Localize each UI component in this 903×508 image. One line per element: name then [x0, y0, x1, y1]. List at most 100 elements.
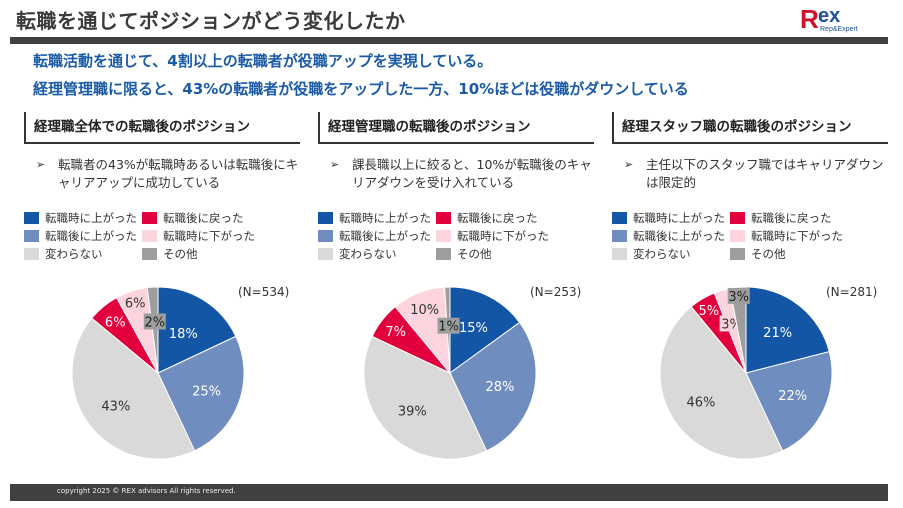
arrow-bullet-icon: ➢ [36, 158, 46, 171]
pie-slice [363, 335, 488, 460]
legend-label: その他 [751, 247, 786, 261]
legend-swatch [24, 212, 39, 224]
arrow-bullet-icon: ➢ [330, 158, 340, 171]
sample-size-label: (N=534) [238, 285, 290, 299]
sample-size-label: (N=253) [530, 285, 582, 299]
legend-swatch [142, 230, 157, 242]
legend-label: 転職後に戻った [457, 211, 538, 225]
legend-item: 転職時に下がった [436, 228, 549, 244]
pie-data-label: 3% [728, 290, 749, 305]
legend-label: 変わらない [633, 247, 691, 261]
pie-slice [157, 335, 245, 452]
svg-text:Rep&Expert: Rep&Expert [820, 26, 858, 33]
legend-swatch [730, 212, 745, 224]
pie-slice [659, 306, 784, 460]
pie-data-label: 10% [410, 303, 439, 318]
copyright: copyright 2025 © REX advisors All rights… [57, 487, 236, 495]
legend-label: 転職時に下がった [457, 229, 549, 243]
legend-label: 転職時に下がった [163, 229, 255, 243]
legend-item: その他 [142, 246, 198, 262]
legend-item: 転職後に上がった [24, 228, 137, 244]
legend-swatch [612, 212, 627, 224]
legend-item: 転職後に上がった [612, 228, 725, 244]
bullet-text: 主任以下のスタッフ職ではキャリアダウンは限定的 [646, 157, 884, 190]
pie-slice [157, 286, 237, 374]
pie-chart-2: 15% 28% 39% 7% 10% 1% [363, 286, 537, 460]
bullet-point: ➢ 主任以下のスタッフ職ではキャリアダウンは限定的 [624, 156, 888, 192]
pie-data-label: 28% [486, 380, 515, 395]
legend-swatch [318, 230, 333, 242]
legend-label: 転職時に下がった [751, 229, 843, 243]
legend-item: 転職時に下がった [142, 228, 255, 244]
header-divider [10, 37, 888, 44]
legend-label: 転職後に戻った [163, 211, 244, 225]
legend-swatch [24, 248, 39, 260]
pie-data-label: 18% [169, 327, 198, 342]
pie-data-label: 7% [385, 325, 406, 340]
page-title: 転職を通じてポジションがどう変化したか [16, 9, 406, 33]
bullet-text: 転職者の43%が転職時あるいは転職後にキャリアアップに成功している [58, 157, 299, 190]
legend-item: 変わらない [612, 246, 691, 262]
legend-item: 転職時に上がった [318, 210, 431, 226]
legend-label: 変わらない [45, 247, 103, 261]
legend-swatch [318, 212, 333, 224]
pie-data-label: 22% [778, 389, 807, 404]
legend-item: その他 [436, 246, 492, 262]
section-heading: 経理スタッフ職の転職後のポジション [612, 112, 888, 144]
legend-label: 転職時に上がった [339, 211, 431, 225]
legend-item: 転職時に上がった [612, 210, 725, 226]
arrow-bullet-icon: ➢ [624, 158, 634, 171]
legend-item: 転職時に下がった [730, 228, 843, 244]
legend-label: その他 [457, 247, 492, 261]
legend-item: 変わらない [24, 246, 103, 262]
label-background [412, 301, 437, 318]
legend-item: その他 [730, 246, 786, 262]
svg-text:ex: ex [818, 5, 840, 27]
lead-line-1: 転職活動を通じて、4割以上の転職者が役職アップを実現している。 [33, 52, 493, 70]
legend-swatch [436, 248, 451, 260]
pie-data-label: 43% [101, 400, 130, 415]
legend-item: 転職後に戻った [436, 210, 538, 226]
legend-label: 変わらない [339, 247, 397, 261]
pie-data-label: 2% [144, 316, 165, 331]
legend-item: 転職後に戻った [142, 210, 244, 226]
pie-data-label: 5% [698, 304, 719, 319]
pie-data-label: 25% [192, 384, 221, 399]
pie-slice [449, 286, 521, 374]
pie-data-label: 15% [459, 321, 488, 336]
label-background [123, 294, 148, 311]
legend-label: その他 [163, 247, 198, 261]
legend-swatch [436, 230, 451, 242]
legend-label: 転職後に上がった [339, 229, 431, 243]
pie-slice [745, 351, 833, 452]
pie-data-label: 6% [105, 315, 126, 330]
pie-data-label: 6% [125, 297, 146, 312]
section-3: 経理スタッフ職の転職後のポジション ➢ 主任以下のスタッフ職ではキャリアダウンは限… [612, 112, 888, 261]
pie-data-label: 39% [398, 405, 427, 420]
legend-swatch [142, 248, 157, 260]
section-heading: 経理管理職の転職後のポジション [318, 112, 594, 144]
footer-bar: copyright 2025 © REX advisors All rights… [10, 484, 888, 501]
legend-swatch [730, 230, 745, 242]
pie-chart-3: 21%22%46%5%3%3% [659, 286, 833, 460]
legend-swatch [318, 248, 333, 260]
pie-data-label: 46% [687, 396, 716, 411]
legend-swatch [730, 248, 745, 260]
legend-item: 転職後に上がった [318, 228, 431, 244]
pie-slice [71, 317, 196, 460]
legend-label: 転職時に上がった [633, 211, 725, 225]
section-heading: 経理職全体での転職後のポジション [24, 112, 300, 144]
bullet-point: ➢ 課長職以上に絞ると、10%が転職後のキャリアダウンを受け入れている [330, 156, 594, 192]
bullet-text: 課長職以上に絞ると、10%が転職後のキャリアダウンを受け入れている [352, 157, 592, 190]
legend-label: 転職後に上がった [633, 229, 725, 243]
pie-slice [745, 286, 830, 374]
pie-chart-1: 18% 25% 43% 6% 6% 2% [71, 286, 245, 460]
legend-item: 変わらない [318, 246, 397, 262]
legend-item: 転職時に上がった [24, 210, 137, 226]
legend-swatch [436, 212, 451, 224]
rex-logo: R ex Rep&Expert [800, 4, 858, 34]
legend-swatch [142, 212, 157, 224]
legend-item: 転職後に戻った [730, 210, 832, 226]
legend-swatch [612, 248, 627, 260]
legend-label: 転職後に上がった [45, 229, 137, 243]
